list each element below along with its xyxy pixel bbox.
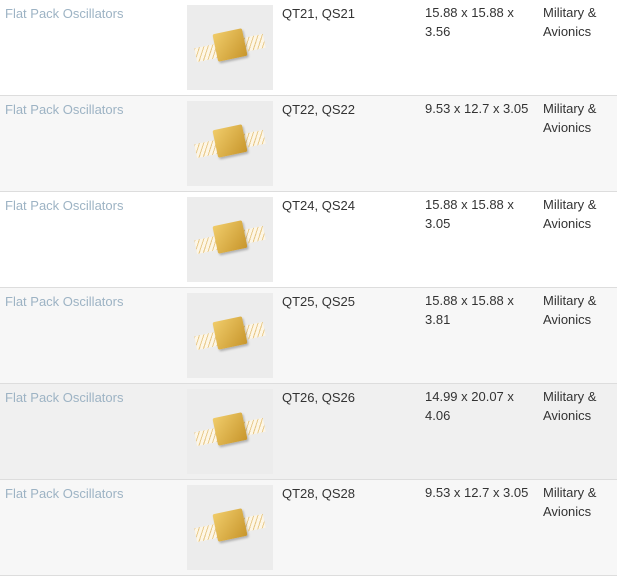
product-image[interactable] xyxy=(187,197,273,282)
dimensions: 15.88 x 15.88 x 3.05 xyxy=(425,197,514,231)
chip-body xyxy=(212,28,248,62)
part-numbers: QT22, QS22 xyxy=(282,102,355,117)
chip-body xyxy=(212,412,248,446)
category: Military & Avionics xyxy=(543,485,597,519)
product-link[interactable]: Flat Pack Oscillators xyxy=(5,390,124,405)
product-link[interactable]: Flat Pack Oscillators xyxy=(5,294,124,309)
table-row: Flat Pack Oscillators QT22, QS22 9.53 x … xyxy=(0,96,617,192)
table-row: Flat Pack Oscillators QT26, QS26 14.99 x… xyxy=(0,384,617,480)
product-link[interactable]: Flat Pack Oscillators xyxy=(5,486,124,501)
chip-body xyxy=(212,220,248,254)
category: Military & Avionics xyxy=(543,101,597,135)
chip-body xyxy=(212,508,248,542)
category: Military & Avionics xyxy=(543,197,597,231)
category: Military & Avionics xyxy=(543,389,597,423)
dimensions: 15.88 x 15.88 x 3.81 xyxy=(425,293,514,327)
table-row: Flat Pack Oscillators QT21, QS21 15.88 x… xyxy=(0,0,617,96)
part-numbers: QT28, QS28 xyxy=(282,486,355,501)
part-numbers: QT26, QS26 xyxy=(282,390,355,405)
dimensions: 9.53 x 12.7 x 3.05 xyxy=(425,485,529,500)
chip-body xyxy=(212,124,248,158)
product-image[interactable] xyxy=(187,485,273,570)
product-image[interactable] xyxy=(187,389,273,474)
category: Military & Avionics xyxy=(543,5,597,39)
table-row: Flat Pack Oscillators QT28, QS28 9.53 x … xyxy=(0,480,617,576)
category: Military & Avionics xyxy=(543,293,597,327)
product-image[interactable] xyxy=(187,293,273,378)
dimensions: 9.53 x 12.7 x 3.05 xyxy=(425,101,529,116)
product-image[interactable] xyxy=(187,101,273,186)
chip-body xyxy=(212,316,248,350)
product-link[interactable]: Flat Pack Oscillators xyxy=(5,6,124,21)
table-row: Flat Pack Oscillators QT24, QS24 15.88 x… xyxy=(0,192,617,288)
table-row: Flat Pack Oscillators QT25, QS25 15.88 x… xyxy=(0,288,617,384)
product-image[interactable] xyxy=(187,5,273,90)
product-link[interactable]: Flat Pack Oscillators xyxy=(5,102,124,117)
dimensions: 15.88 x 15.88 x 3.56 xyxy=(425,5,514,39)
dimensions: 14.99 x 20.07 x 4.06 xyxy=(425,389,514,423)
part-numbers: QT24, QS24 xyxy=(282,198,355,213)
part-numbers: QT21, QS21 xyxy=(282,6,355,21)
product-link[interactable]: Flat Pack Oscillators xyxy=(5,198,124,213)
part-numbers: QT25, QS25 xyxy=(282,294,355,309)
